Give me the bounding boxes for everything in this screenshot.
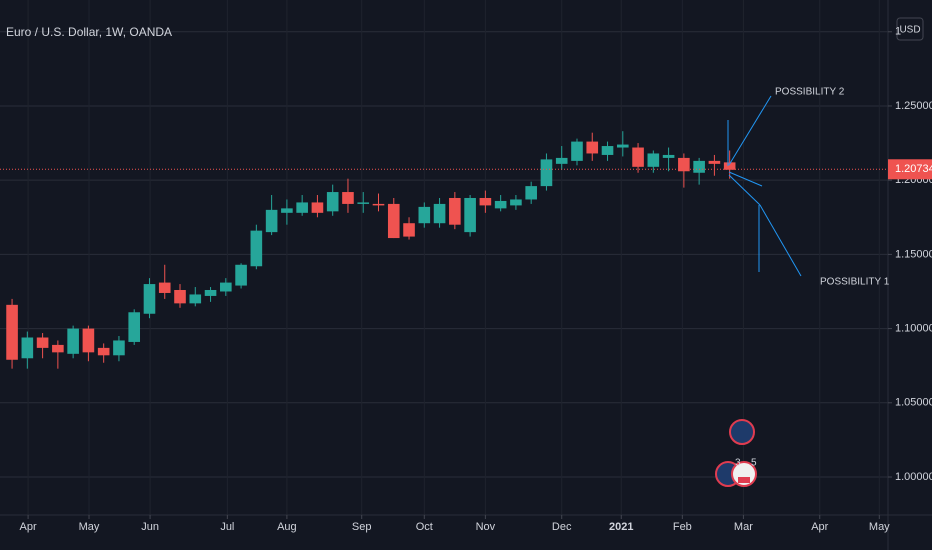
candle-body [204, 290, 217, 296]
flag-stripe [738, 477, 750, 483]
candle-body [311, 202, 324, 213]
x-tick-label: Nov [476, 521, 496, 533]
candle-body [113, 340, 125, 356]
trend-line [728, 171, 763, 187]
candle-body [494, 200, 507, 209]
candle-body [525, 186, 537, 200]
trend-line [759, 204, 802, 277]
candle-body [555, 157, 568, 164]
candle-body [220, 282, 232, 292]
x-tick-label: May [79, 521, 100, 533]
candle-body [571, 141, 583, 161]
x-tick-label: May [869, 521, 890, 533]
candle-body [387, 203, 400, 239]
y-tick-label: 1.00000 [895, 471, 932, 483]
price-tag-label: 1.20734 [895, 163, 932, 175]
candle-body [586, 141, 599, 154]
currency-box[interactable] [896, 17, 924, 41]
price-tag [888, 159, 932, 180]
candle-body [52, 344, 64, 353]
candle-body [632, 147, 644, 167]
events[interactable]: 3 5 [715, 419, 757, 487]
candle-body [235, 264, 247, 286]
y-tick-label: 1.15000 [895, 248, 932, 260]
x-tick-label: Aug [277, 521, 297, 533]
candle-body [21, 337, 34, 359]
candle-body [647, 153, 660, 167]
candle-body [67, 328, 79, 354]
candle-body [281, 208, 293, 213]
candle-body [403, 223, 415, 237]
candle-body [82, 328, 95, 353]
x-tick-label: Oct [416, 521, 433, 533]
y-tick-label: 1.10000 [895, 322, 932, 334]
event-count: 3 [735, 458, 741, 469]
x-tick-label: Apr [20, 521, 37, 533]
candle-body [479, 197, 492, 206]
x-tick-label: Jun [141, 521, 159, 533]
x-tick-label: Mar [734, 521, 753, 533]
annotation: POSSIBILITY 1 [820, 277, 890, 288]
candle-body [265, 209, 278, 233]
candle-body [357, 202, 370, 204]
x-tick-label: 2021 [609, 521, 633, 533]
candle-body [250, 230, 263, 267]
candle-body [540, 159, 553, 187]
candle-body [189, 294, 202, 304]
candle-body [708, 160, 721, 164]
candle-body [433, 203, 446, 224]
trend-line [728, 95, 772, 166]
currency[interactable]: USD [899, 25, 920, 36]
candle-body [296, 202, 308, 213]
candle-body [342, 192, 354, 204]
y-tick-label: 1.05000 [895, 397, 932, 409]
candle-body [601, 146, 614, 155]
x-tick-label: Jul [220, 521, 234, 533]
candle-body [97, 347, 110, 356]
candle-body [418, 206, 431, 224]
candle-body [449, 197, 461, 225]
candle-body [128, 312, 141, 342]
annotation: POSSIBILITY 2 [775, 87, 845, 98]
x-tick-label: Sep [352, 521, 372, 533]
candle-body [510, 199, 522, 206]
chart-title: Euro / U.S. Dollar, 1W, OANDA [6, 25, 172, 39]
x-tick-label: Feb [673, 521, 692, 533]
x-tick-label: Apr [811, 521, 828, 533]
axes: 1.000001.050001.100001.150001.200001.250… [20, 26, 932, 533]
candle-body [372, 203, 385, 206]
candle-body [662, 154, 675, 158]
candle-body [464, 197, 476, 233]
x-tick-label: Dec [552, 521, 572, 533]
candle-body [616, 144, 629, 148]
candle-body [6, 304, 18, 360]
candle-body [693, 160, 705, 173]
candle-body [678, 157, 690, 172]
drawings [727, 95, 802, 277]
candle-body [143, 284, 156, 314]
y-tick-label: 1.25000 [895, 100, 932, 112]
grid [0, 0, 888, 515]
trend-line [728, 174, 761, 206]
candle-body [326, 192, 339, 212]
y-tick-label: 1 [895, 26, 901, 38]
candles [0, 131, 888, 369]
candle-body [723, 162, 736, 170]
event-icon[interactable] [729, 419, 755, 445]
event-count: 5 [751, 458, 757, 469]
candle-body [158, 282, 171, 293]
candle-body [36, 337, 49, 348]
candle-body [174, 290, 186, 304]
